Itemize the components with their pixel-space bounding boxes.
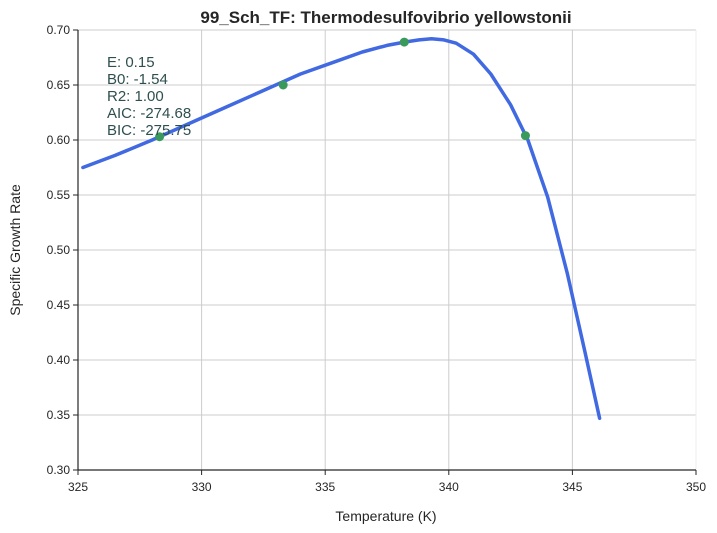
x-tick-label: 340 <box>439 480 459 494</box>
fit-curve <box>81 37 602 421</box>
grid <box>78 29 697 470</box>
y-tick-label: 0.70 <box>47 23 71 37</box>
y-axis-label: Specific Growth Rate <box>7 184 23 316</box>
stat-bic: BIC: -275.75 <box>107 122 191 139</box>
series-layer <box>81 37 602 421</box>
chart-title: 99_Sch_TF: Thermodesulfovibrio yellowsto… <box>200 8 571 27</box>
y-tick-label: 0.60 <box>47 133 71 147</box>
axes <box>73 29 697 475</box>
y-tick-label: 0.55 <box>47 188 71 202</box>
stat-r2: R2: 1.00 <box>107 88 164 105</box>
fit-statistics: E: 0.15 B0: -1.54 R2: 1.00 AIC: -274.68 … <box>107 54 191 139</box>
data-point <box>520 131 530 141</box>
x-tick-label: 335 <box>315 480 335 494</box>
tick-labels: 325 330 335 340 345 350 0.30 0.35 0.40 0.45 0.50 0.… <box>47 23 707 494</box>
x-tick-label: 330 <box>192 480 212 494</box>
x-tick-label: 345 <box>562 480 582 494</box>
y-tick-label: 0.30 <box>47 463 71 477</box>
data-point <box>278 80 288 90</box>
y-tick-label: 0.45 <box>47 298 71 312</box>
stat-b0: B0: -1.54 <box>107 71 168 88</box>
data-point <box>399 37 409 47</box>
y-tick-label: 0.35 <box>47 408 71 422</box>
y-tick-label: 0.50 <box>47 243 71 257</box>
x-axis-label: Temperature (K) <box>335 508 436 524</box>
x-tick-label: 350 <box>686 480 706 494</box>
stat-e: E: 0.15 <box>107 54 155 71</box>
stat-aic: AIC: -274.68 <box>107 105 191 122</box>
x-tick-label: 325 <box>68 480 88 494</box>
y-tick-label: 0.40 <box>47 353 71 367</box>
y-tick-label: 0.65 <box>47 78 71 92</box>
data-point <box>155 132 165 142</box>
